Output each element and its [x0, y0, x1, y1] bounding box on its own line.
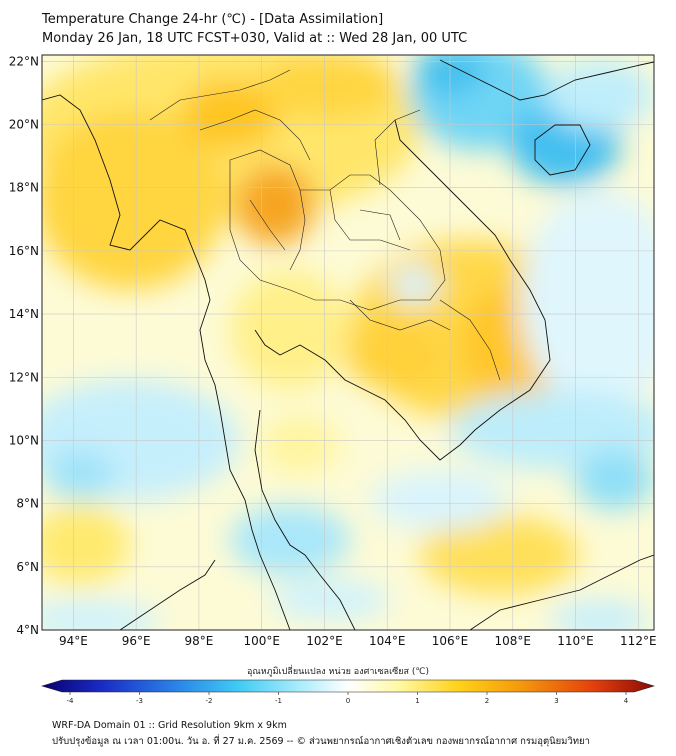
map-title: Temperature Change 24-hr (℃) - [Data Ass… [42, 12, 384, 27]
latitude-label: 6°N [16, 560, 39, 574]
colorbar-tick-label: -4 [67, 697, 75, 705]
coastlines [42, 59, 654, 630]
map-frame [41, 54, 655, 631]
province-borders [149, 69, 501, 381]
longitude-label: 106°E [432, 634, 469, 648]
longitude-label: 108°E [495, 634, 532, 648]
longitude-label: 102°E [306, 634, 343, 648]
footer-credits: ปรับปรุงข้อมูล ณ เวลา 01:00น. วัน อ. ที่… [52, 736, 590, 747]
longitude-label: 98°E [184, 634, 213, 648]
latitude-labels: 22°N 20°N 18°N 16°N 14°N 12°N 10°N 8°N 6°N 4°N [9, 54, 39, 637]
colorbar-tick-label: -1 [275, 697, 282, 705]
latitude-label: 20°N [9, 118, 39, 132]
colorbar-tick-label: 4 [624, 697, 629, 705]
longitude-label: 100°E [243, 634, 280, 648]
longitude-label: 110°E [557, 634, 594, 648]
longitude-label: 96°E [122, 634, 151, 648]
colorbar [40, 679, 656, 693]
footer-model-info: WRF-DA Domain 01 :: Grid Resolution 9km … [52, 720, 287, 731]
longitude-label: 94°E [59, 634, 88, 648]
longitude-label: 104°E [369, 634, 406, 648]
latitude-label: 14°N [9, 307, 39, 321]
graticule [42, 55, 654, 630]
latitude-label: 16°N [9, 244, 39, 258]
colorbar-tick-label: 3 [554, 697, 558, 705]
colorbar-label: อุณหภูมิเปลี่ยนแปลง หน่วย องศาเซลเซียส (… [246, 667, 430, 677]
latitude-label: 22°N [9, 54, 39, 68]
longitude-label: 112°E [620, 634, 657, 648]
map-subtitle: Monday 26 Jan, 18 UTC FCST+030, Valid at… [42, 31, 468, 46]
colorbar-tick-label: 2 [485, 697, 489, 705]
latitude-label: 18°N [9, 181, 39, 195]
latitude-label: 10°N [9, 433, 39, 447]
temperature-field [42, 55, 654, 630]
colorbar-tick-label: 1 [415, 697, 419, 705]
colorbar-ticks: -4 -3 -2 -1 0 1 2 3 4 [67, 692, 629, 705]
latitude-label: 4°N [16, 623, 39, 637]
latitude-label: 8°N [16, 497, 39, 511]
colorbar-tick-label: -2 [206, 697, 213, 705]
colorbar-tick-label: -3 [136, 697, 143, 705]
latitude-label: 12°N [9, 370, 39, 384]
colorbar-tick-label: 0 [346, 697, 350, 705]
longitude-labels: 94°E 96°E 98°E 100°E 102°E 104°E 106°E 108°E 110… [59, 634, 657, 648]
